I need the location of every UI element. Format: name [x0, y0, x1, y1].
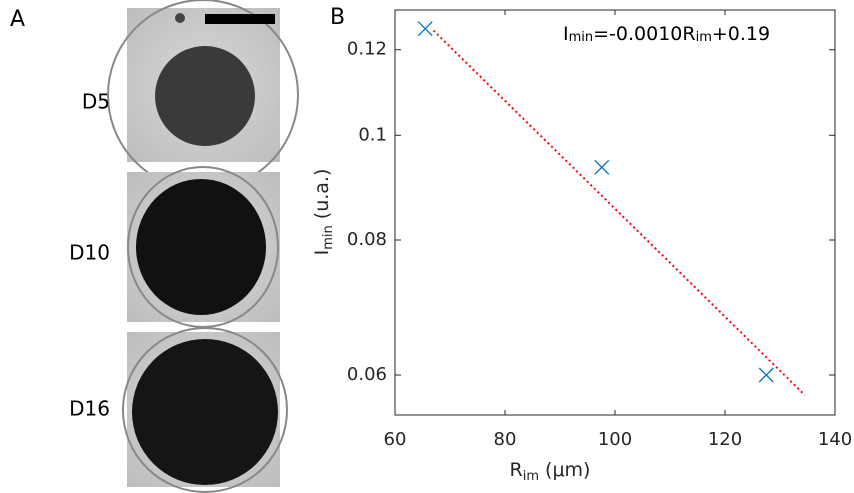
organoid [155, 46, 255, 146]
organoid [132, 339, 278, 485]
x-tick-label: 80 [494, 429, 517, 450]
x-tick-label: 120 [708, 429, 742, 450]
marker [594, 159, 610, 175]
organoid [136, 179, 266, 315]
annotation: Imin=-0.0010Rim+0.19 [563, 23, 770, 45]
scale-bar [205, 14, 275, 24]
axes-box [394, 9, 836, 416]
well [122, 327, 288, 493]
fit-line [432, 29, 806, 396]
marker [758, 367, 774, 383]
panel-label: A [10, 7, 25, 32]
marker [417, 21, 433, 37]
y-tick-label: 0.08 [347, 229, 387, 250]
x-tick-label: 140 [818, 429, 852, 450]
y-tick-label: 0.1 [358, 124, 387, 145]
y-tick-label: 0.06 [347, 364, 387, 385]
x-tick-label: 100 [598, 429, 632, 450]
row-label: D16 [69, 397, 110, 421]
micrographs [107, 0, 299, 493]
panel-label: B [330, 5, 345, 30]
x-axis-label: Rim (μm) [510, 459, 591, 484]
well [127, 166, 279, 328]
x-tick-label: 60 [384, 429, 407, 450]
row-label: D5 [82, 90, 110, 114]
debris [175, 13, 185, 23]
y-axis-label: Imin (u.a.) [311, 169, 336, 256]
row-label: D10 [69, 241, 110, 265]
y-tick-label: 0.12 [347, 39, 387, 60]
